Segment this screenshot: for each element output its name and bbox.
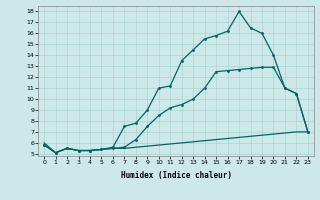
X-axis label: Humidex (Indice chaleur): Humidex (Indice chaleur)	[121, 171, 231, 180]
